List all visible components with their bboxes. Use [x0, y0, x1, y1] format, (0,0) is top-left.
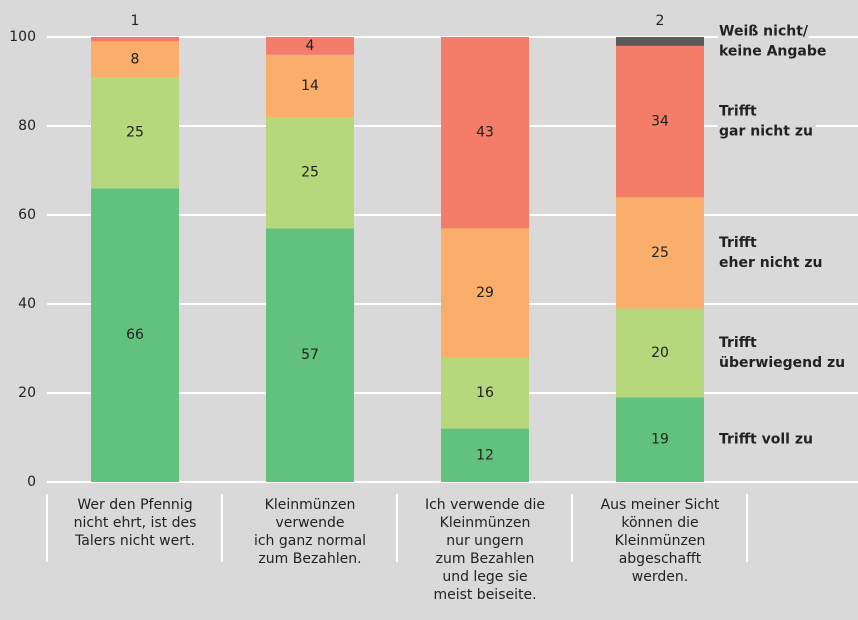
x-tick-label: verwende	[275, 515, 344, 531]
x-tick-label: Kleinmünzen	[440, 515, 531, 531]
legend-label: gar nicht zu	[719, 124, 813, 140]
bar-segment	[441, 357, 529, 429]
legend-label: keine Angabe	[719, 43, 826, 59]
x-tick-label: werden.	[632, 569, 688, 585]
x-tick-label: und lege sie	[442, 569, 527, 585]
x-tick-label: Aus meiner Sicht	[601, 497, 720, 513]
bar-segment	[91, 188, 179, 483]
x-tick-label: Kleinmünzen	[615, 533, 706, 549]
x-tick-label: zum Bezahlen.	[258, 551, 361, 567]
bar-segment	[441, 37, 529, 229]
bar-segment	[266, 54, 354, 118]
bar-segment	[616, 37, 704, 46]
x-tick-label: Ich verwende die	[425, 497, 545, 513]
bar-segment	[441, 228, 529, 358]
data-label: 25	[126, 125, 144, 141]
x-tick-label: Talers nicht wert.	[74, 533, 195, 549]
data-label: 57	[301, 347, 319, 363]
y-tick-label: 20	[18, 385, 36, 401]
data-label: 1	[131, 13, 140, 29]
x-tick-label: meist beiseite.	[433, 587, 536, 603]
data-label: 66	[126, 327, 144, 343]
y-tick-label: 80	[18, 118, 36, 134]
x-tick-label: zum Bezahlen	[436, 551, 535, 567]
legend-label: Trifft	[719, 335, 757, 351]
bar-segment	[91, 77, 179, 189]
bar-segment	[91, 41, 179, 78]
bar-segment	[616, 308, 704, 398]
x-tick-label: Wer den Pfennig	[77, 497, 192, 513]
data-label: 25	[651, 245, 669, 261]
x-tick-label: abgeschafft	[619, 551, 702, 567]
data-label: 2	[656, 13, 665, 29]
x-tick-label: nur ungern	[446, 533, 524, 549]
bar-segment	[441, 428, 529, 482]
data-label: 29	[476, 285, 494, 301]
data-label: 34	[651, 114, 669, 130]
y-tick-label: 40	[18, 296, 36, 312]
y-tick-label: 0	[27, 474, 36, 490]
bar-segment	[616, 397, 704, 482]
data-label: 4	[306, 38, 315, 54]
bar-segment	[616, 197, 704, 309]
data-label: 25	[301, 165, 319, 181]
bar-segment	[266, 117, 354, 229]
data-label: 20	[651, 345, 669, 361]
bar-segment	[266, 37, 354, 55]
legend-label: Trifft	[719, 235, 757, 251]
legend-label: Trifft voll zu	[719, 432, 813, 448]
x-tick-label: können die	[621, 515, 698, 531]
bar-segment	[91, 37, 179, 42]
bar-segment	[266, 228, 354, 482]
legend-label: eher nicht zu	[719, 255, 822, 271]
y-tick-label: 100	[9, 29, 36, 45]
legend-label: Trifft	[719, 104, 757, 120]
y-tick-label: 60	[18, 207, 36, 223]
data-label: 14	[301, 78, 319, 94]
legend-label: überwiegend zu	[719, 355, 845, 371]
data-label: 16	[476, 385, 494, 401]
data-label: 43	[476, 125, 494, 141]
x-tick-label: ich ganz normal	[254, 533, 366, 549]
x-tick-label: nicht ehrt, ist des	[74, 515, 197, 531]
data-label: 19	[651, 432, 669, 448]
data-label: 8	[131, 51, 140, 67]
data-label: 12	[476, 447, 494, 463]
legend-label: Weiß nicht/	[719, 23, 809, 39]
bar-segment	[616, 45, 704, 198]
x-tick-label: Kleinmünzen	[265, 497, 356, 513]
